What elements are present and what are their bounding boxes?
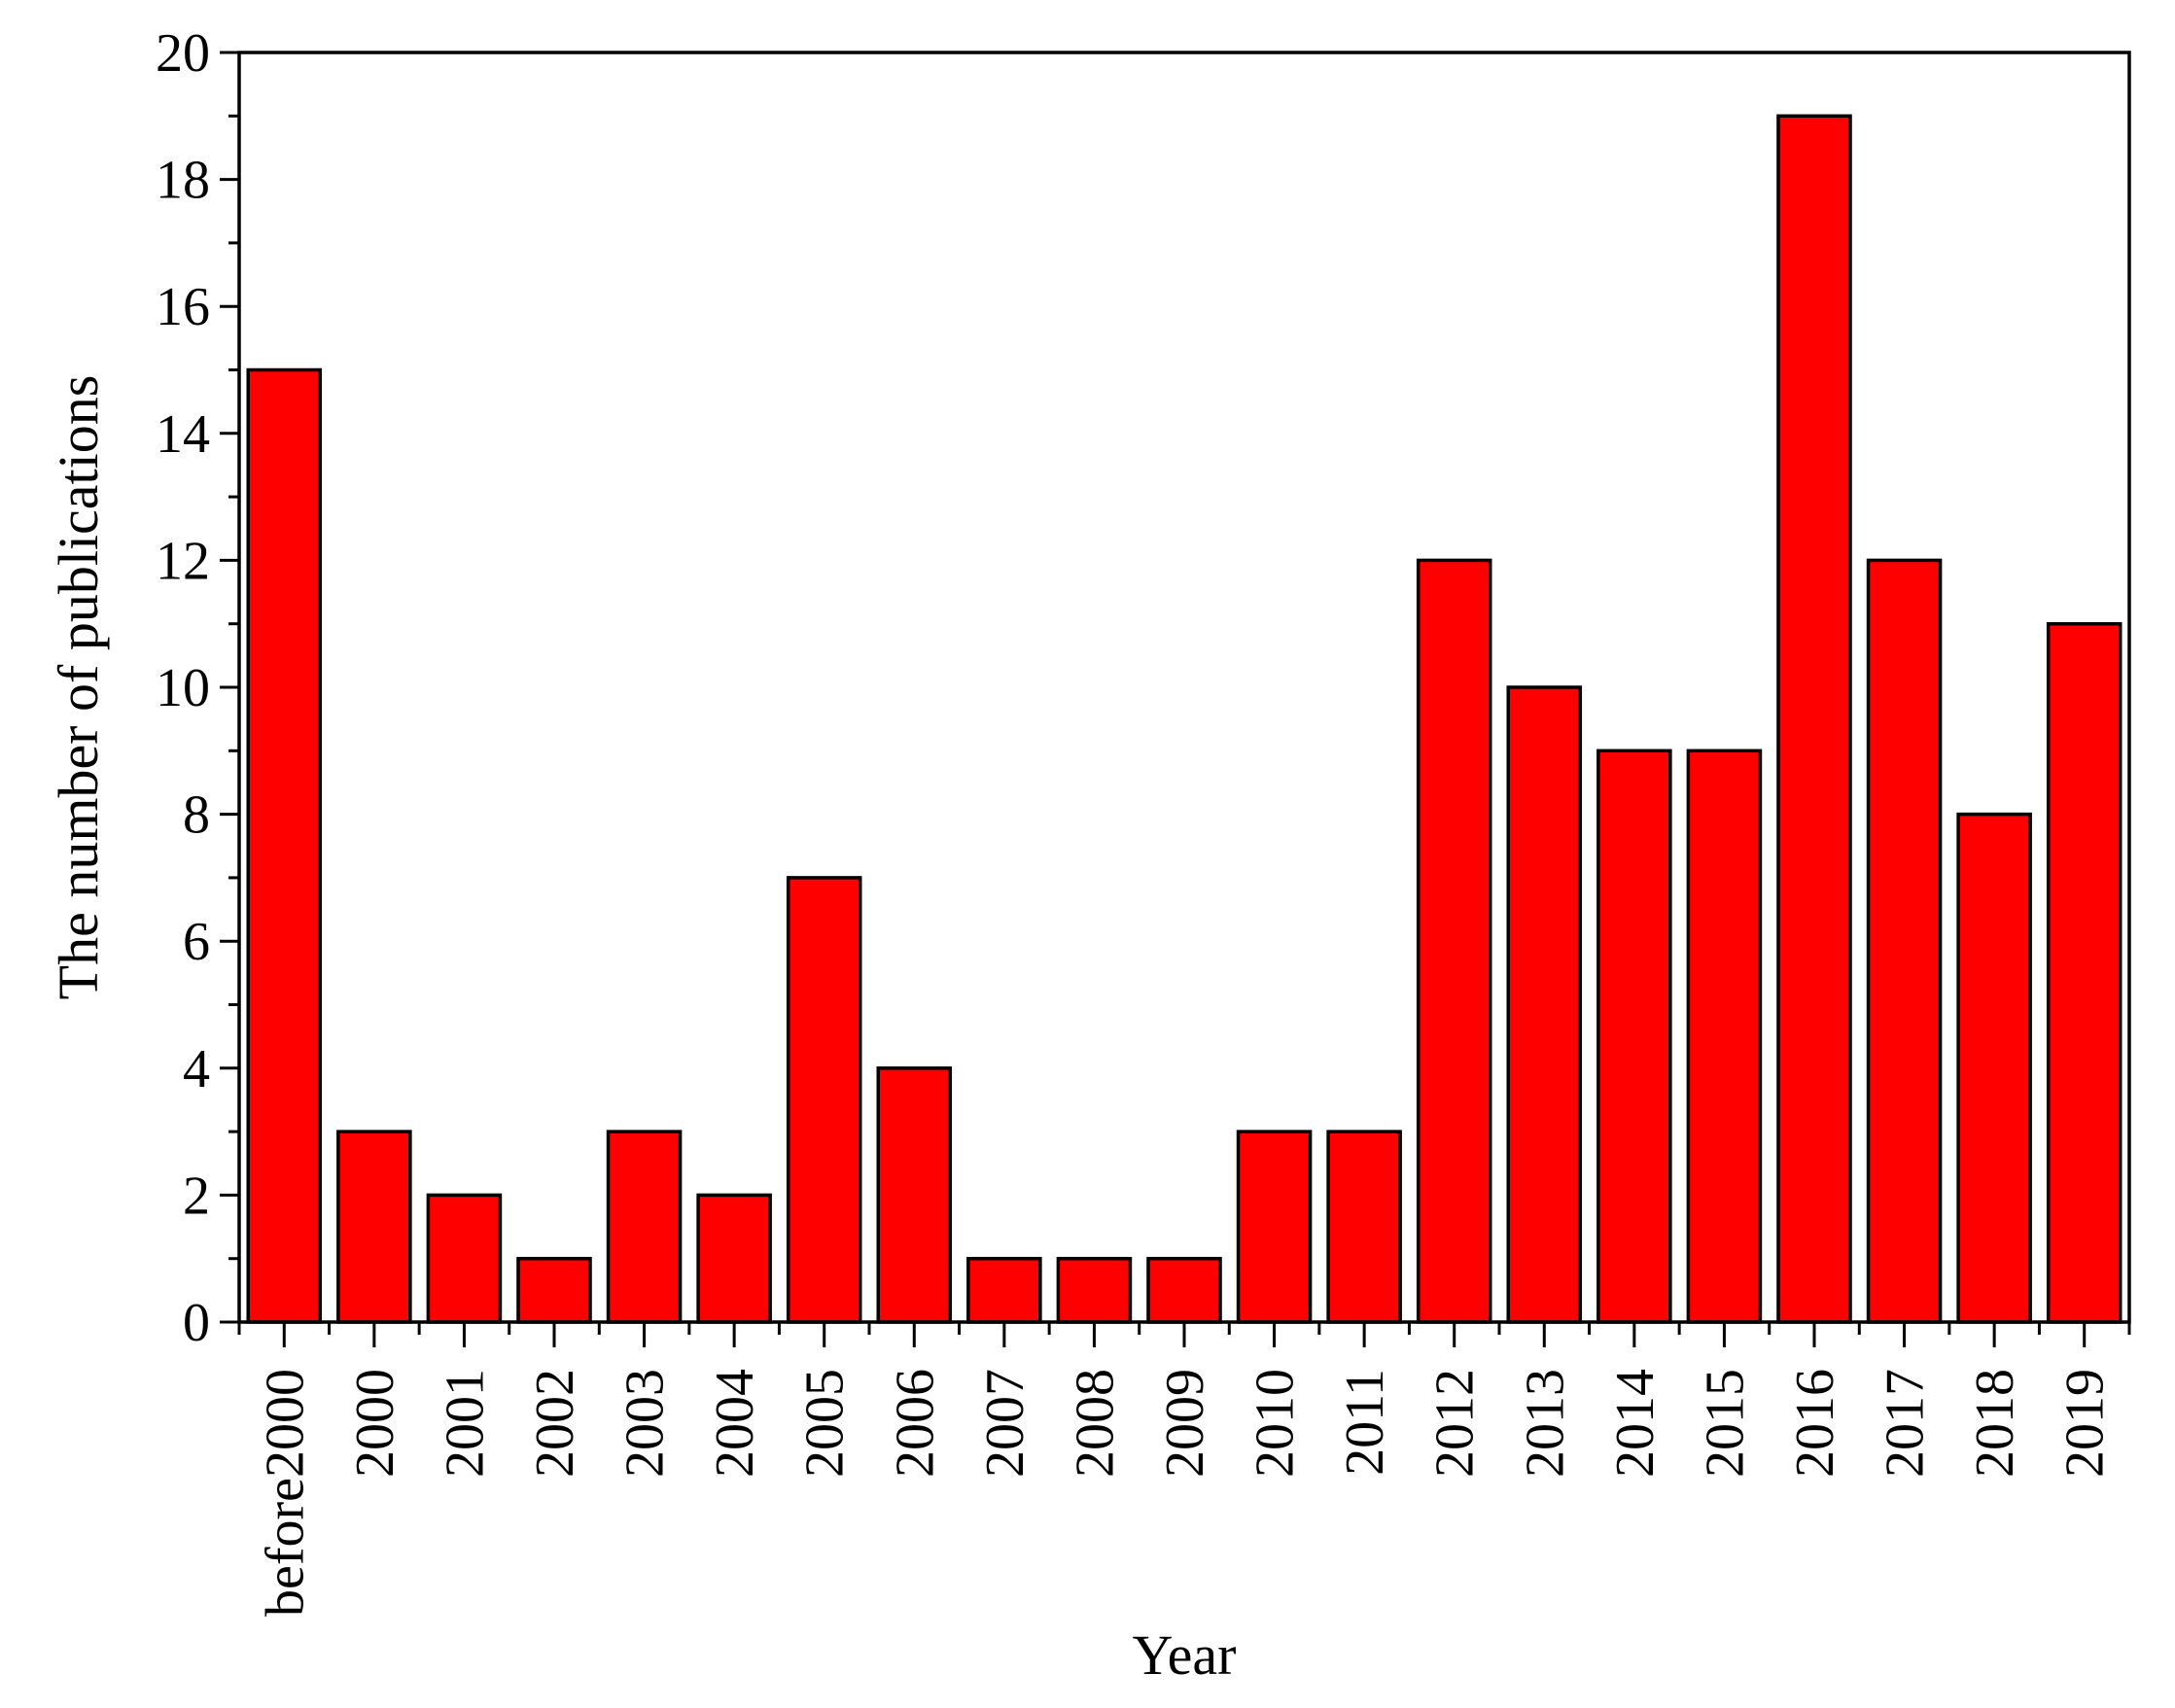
x-tick-label: 2019	[2055, 1369, 2116, 1478]
x-tick-label: 2001	[435, 1369, 495, 1478]
x-tick-label: 2002	[525, 1369, 585, 1478]
x-tick-label: 2008	[1065, 1369, 1125, 1478]
bar-2012	[1416, 558, 1492, 1324]
x-tick-label: 2003	[615, 1369, 676, 1478]
y-tick-label: 0	[183, 1293, 210, 1353]
bar-2002	[516, 1256, 592, 1324]
x-tick-label: 2016	[1785, 1369, 1845, 1478]
bar-2011	[1326, 1130, 1402, 1324]
x-tick-label: 2007	[975, 1369, 1035, 1478]
bar-2006	[876, 1066, 953, 1324]
x-tick-label: 2018	[1965, 1369, 2025, 1478]
bar-2003	[606, 1130, 683, 1324]
y-tick-label: 8	[183, 785, 210, 846]
x-tick-label: 2012	[1425, 1369, 1486, 1478]
bar-2016	[1776, 114, 1852, 1324]
bars-group	[246, 114, 2122, 1324]
y-tick-label: 12	[156, 531, 210, 591]
y-axis-title: The number of publications	[47, 375, 110, 1000]
y-axis: 0 2 4 6 8 10 12 14 16 18 20	[156, 23, 239, 1353]
bar-2001	[426, 1193, 503, 1324]
bar-2009	[1146, 1256, 1222, 1324]
y-tick-label: 10	[156, 658, 210, 718]
x-tick-label: 2017	[1876, 1369, 1936, 1478]
x-tick-label: 2004	[705, 1369, 765, 1478]
bar-before2000	[246, 367, 323, 1324]
y-tick-label: 4	[183, 1039, 210, 1099]
bar-2019	[2046, 621, 2122, 1324]
x-tick-label: before2000	[255, 1369, 315, 1617]
x-axis-title: Year	[1133, 1623, 1237, 1687]
x-tick-label: 2009	[1155, 1369, 1215, 1478]
x-tick-label: 2000	[345, 1369, 405, 1478]
y-tick-label: 16	[156, 277, 210, 337]
x-tick-label: 2006	[885, 1369, 945, 1478]
bar-2008	[1056, 1256, 1133, 1324]
bar-2015	[1686, 749, 1763, 1324]
x-tick-label: 2013	[1515, 1369, 1575, 1478]
bar-2017	[1866, 558, 1943, 1324]
x-tick-label: 2011	[1335, 1369, 1395, 1476]
x-tick-label: 2015	[1695, 1369, 1755, 1478]
x-tick-label: 2005	[795, 1369, 856, 1478]
bar-2018	[1956, 812, 2032, 1324]
x-tick-label: 2014	[1605, 1369, 1666, 1478]
bar-2014	[1596, 749, 1672, 1324]
bar-2013	[1506, 685, 1583, 1324]
y-tick-label: 20	[156, 23, 210, 84]
bar-2004	[696, 1193, 772, 1324]
bar-2000	[336, 1130, 412, 1324]
y-tick-label: 2	[183, 1166, 210, 1226]
bar-2005	[786, 876, 862, 1324]
y-tick-label: 18	[156, 151, 210, 211]
y-tick-label: 14	[156, 404, 210, 465]
bar-2007	[966, 1256, 1042, 1324]
x-axis: before2000 2000 2001 2002 2003 2004 2005 2006 20…	[237, 1322, 2131, 1617]
y-tick-label: 6	[183, 912, 210, 972]
bar-2010	[1236, 1130, 1313, 1324]
x-tick-label: 2010	[1245, 1369, 1306, 1478]
